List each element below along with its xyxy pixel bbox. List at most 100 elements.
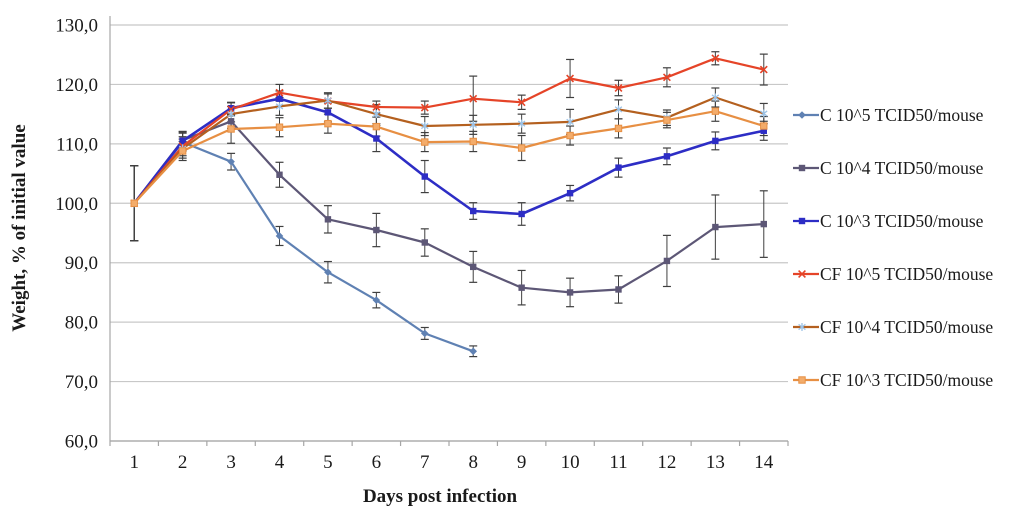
series-marker	[614, 124, 623, 133]
series-marker	[712, 137, 719, 145]
series-marker	[711, 93, 720, 102]
series-marker	[227, 125, 235, 133]
series-marker	[663, 257, 671, 265]
series-marker	[276, 171, 283, 178]
series-marker	[711, 107, 720, 115]
series-marker	[566, 189, 574, 197]
series-marker	[469, 137, 477, 146]
series-marker	[798, 111, 806, 119]
legend-item-5: CF 10^3 TCID50/mouse	[793, 368, 993, 392]
series-marker	[518, 284, 525, 291]
legend-label: C 10^3 TCID50/mouse	[820, 210, 984, 231]
series-marker	[227, 110, 235, 119]
series-marker	[275, 102, 284, 111]
series-line-3	[133, 57, 765, 205]
series-marker	[470, 263, 477, 271]
legend-item-1: C 10^4 TCID50/mouse	[793, 156, 993, 180]
series-marker	[798, 323, 806, 331]
series-marker	[469, 347, 478, 356]
series-marker	[276, 95, 283, 102]
series-marker	[517, 144, 526, 152]
series-marker	[227, 118, 235, 125]
series-marker	[566, 74, 575, 83]
series-marker	[179, 137, 186, 145]
y-tick-label: 130,0	[55, 16, 98, 37]
series-marker	[798, 217, 806, 225]
legend-label: CF 10^5 TCID50/mouse	[820, 263, 994, 284]
series-marker	[711, 54, 720, 63]
y-tick-label: 120,0	[55, 75, 98, 96]
series-marker	[517, 98, 526, 107]
y-tick-label: 80,0	[65, 313, 98, 334]
series-line-4	[133, 96, 765, 205]
series-marker	[760, 220, 767, 228]
legend-label: CF 10^3 TCID50/mouse	[820, 369, 994, 390]
series-marker	[372, 296, 381, 304]
series-marker	[663, 116, 671, 124]
x-tick-label: 2	[178, 452, 188, 473]
series-marker	[275, 232, 284, 240]
legend: C 10^5 TCID50/mouse C 10^4 TCID50/mouse C …	[793, 103, 993, 421]
series-marker	[420, 103, 429, 112]
series-marker	[614, 84, 623, 92]
x-tick-label: 10	[561, 452, 580, 473]
legend-label: CF 10^4 TCID50/mouse	[820, 316, 994, 337]
legend-item-0: C 10^5 TCID50/mouse	[793, 103, 993, 127]
x-tick-label: 14	[754, 452, 774, 473]
series-marker	[470, 207, 477, 215]
series-marker	[421, 173, 428, 180]
legend-swatch-icon	[793, 376, 819, 384]
x-tick-label: 3	[226, 452, 236, 473]
series-line-0	[133, 141, 474, 353]
series-marker	[712, 223, 719, 231]
x-tick-label: 13	[706, 452, 725, 473]
series-marker	[566, 131, 574, 140]
legend-item-2: C 10^3 TCID50/mouse	[793, 209, 993, 233]
legend-swatch-icon	[793, 270, 819, 278]
series-marker	[324, 96, 332, 105]
legend-swatch-icon	[793, 164, 819, 172]
series-marker	[227, 105, 235, 112]
x-tick-label: 5	[323, 452, 333, 473]
series-marker	[373, 135, 380, 142]
legend-swatch-icon	[793, 323, 819, 331]
legend-swatch-icon	[793, 217, 819, 225]
y-tick-label: 110,0	[56, 134, 98, 155]
x-tick-label: 8	[468, 452, 478, 473]
series-marker	[324, 216, 332, 223]
series-marker	[760, 122, 768, 130]
series-marker	[420, 122, 429, 131]
series-marker	[227, 157, 235, 166]
series-line-1	[133, 120, 764, 294]
series-marker	[469, 94, 478, 103]
series-marker	[566, 289, 574, 296]
series-marker	[130, 199, 138, 207]
series-marker	[324, 119, 332, 128]
series-marker	[420, 329, 429, 338]
series-marker	[566, 117, 574, 126]
x-tick-label: 7	[420, 452, 430, 473]
x-tick-label: 1	[129, 452, 139, 473]
legend-item-4: CF 10^4 TCID50/mouse	[793, 315, 993, 339]
series-marker	[615, 286, 622, 293]
x-tick-label: 12	[657, 452, 676, 473]
series-marker	[798, 376, 806, 384]
x-tick-label: 11	[609, 452, 627, 473]
y-tick-label: 60,0	[65, 432, 98, 453]
x-axis-title: Days post infection	[362, 486, 518, 507]
x-tick-label: 4	[275, 452, 285, 473]
y-axis-title: Weight, % of initial value	[9, 124, 30, 332]
series-marker	[615, 164, 622, 171]
series-marker	[373, 226, 380, 234]
x-tick-label: 6	[372, 452, 382, 473]
series-marker	[759, 65, 768, 74]
legend-label: C 10^5 TCID50/mouse	[820, 104, 984, 125]
legend-item-3: CF 10^5 TCID50/mouse	[793, 262, 993, 286]
series-marker	[662, 73, 671, 82]
legend-label: C 10^4 TCID50/mouse	[820, 157, 984, 178]
series-marker	[421, 138, 429, 146]
series-marker	[759, 109, 768, 118]
series-marker	[798, 164, 806, 172]
series-marker	[372, 110, 381, 119]
